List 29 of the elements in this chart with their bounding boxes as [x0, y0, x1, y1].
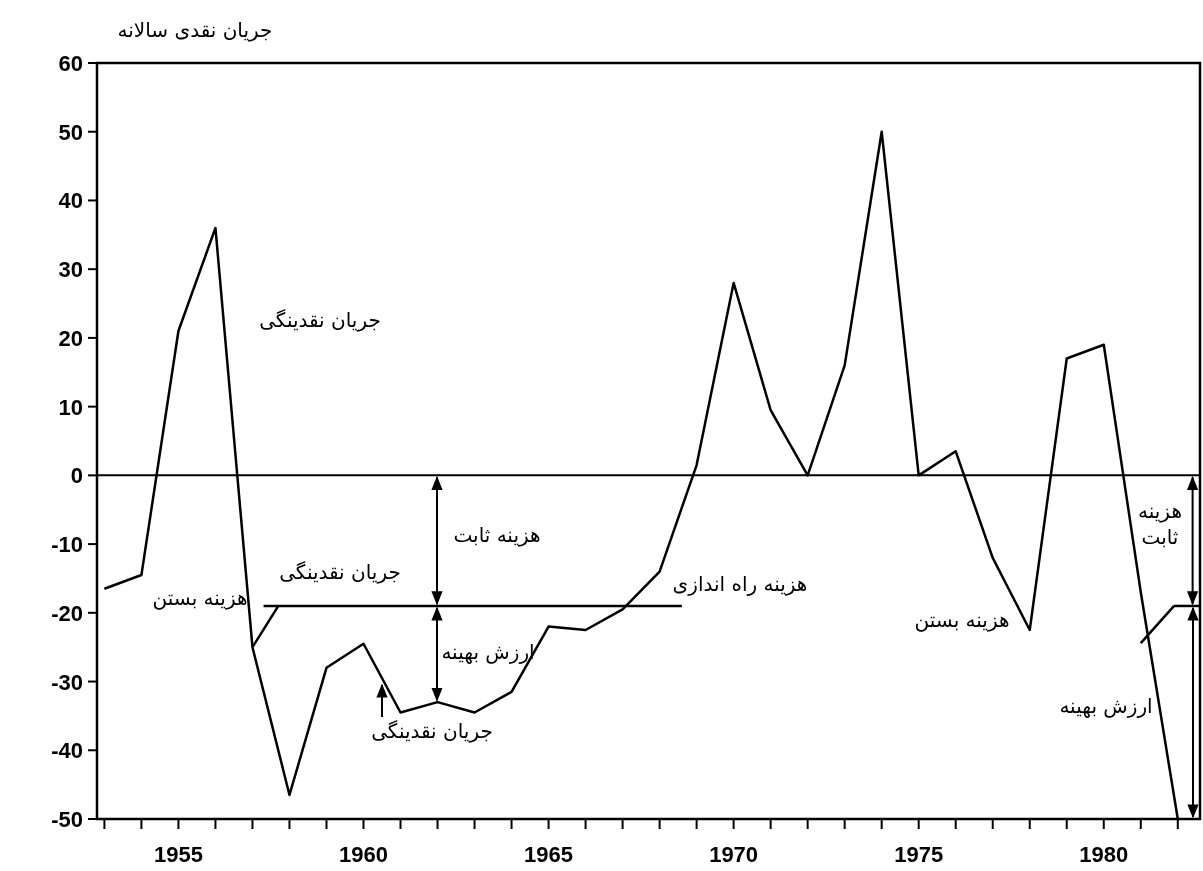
- annotation: جریان نقدینگی: [259, 308, 381, 332]
- y-tick-label: 20: [58, 325, 83, 351]
- y-tick-label: 10: [58, 394, 83, 420]
- annotation: هزینه ثابت: [453, 523, 541, 547]
- annotation: جریان نقدینگی: [279, 560, 401, 584]
- y-tick-label: 60: [58, 51, 83, 76]
- x-tick-label: 1960: [339, 842, 388, 867]
- x-tick-label: 1970: [709, 842, 759, 867]
- annotation: ارزش بهینه: [1059, 694, 1153, 718]
- y-tick-label: -10: [51, 532, 83, 558]
- x-tick-label: 1975: [894, 842, 944, 867]
- annotation: هزینه بستن: [914, 608, 1010, 632]
- y-tick-label: -30: [51, 669, 83, 695]
- annotation: جریان نقدینگی: [371, 719, 493, 743]
- y-tick-label: -40: [51, 738, 83, 764]
- x-tick-label: 1965: [524, 842, 574, 867]
- y-tick-label: -20: [51, 600, 83, 626]
- x-tick-label: 1955: [153, 842, 203, 867]
- y-tick-label: -50: [51, 807, 83, 832]
- y-tick-label: 30: [58, 257, 83, 283]
- annotation: ارزش بهینه: [441, 640, 535, 664]
- annotation: هزینه راه اندازی: [672, 572, 808, 596]
- annotation: هزینه بستن: [152, 586, 248, 610]
- x-tick-label: 1980: [1079, 842, 1129, 867]
- y-tick-label: 40: [58, 188, 83, 214]
- y-tick-label: 50: [58, 119, 83, 145]
- annotation: هزینه ثابت: [1138, 499, 1182, 549]
- y-tick-label: 0: [70, 463, 83, 489]
- y-axis-title: جریان نقدی سالانه: [117, 18, 273, 42]
